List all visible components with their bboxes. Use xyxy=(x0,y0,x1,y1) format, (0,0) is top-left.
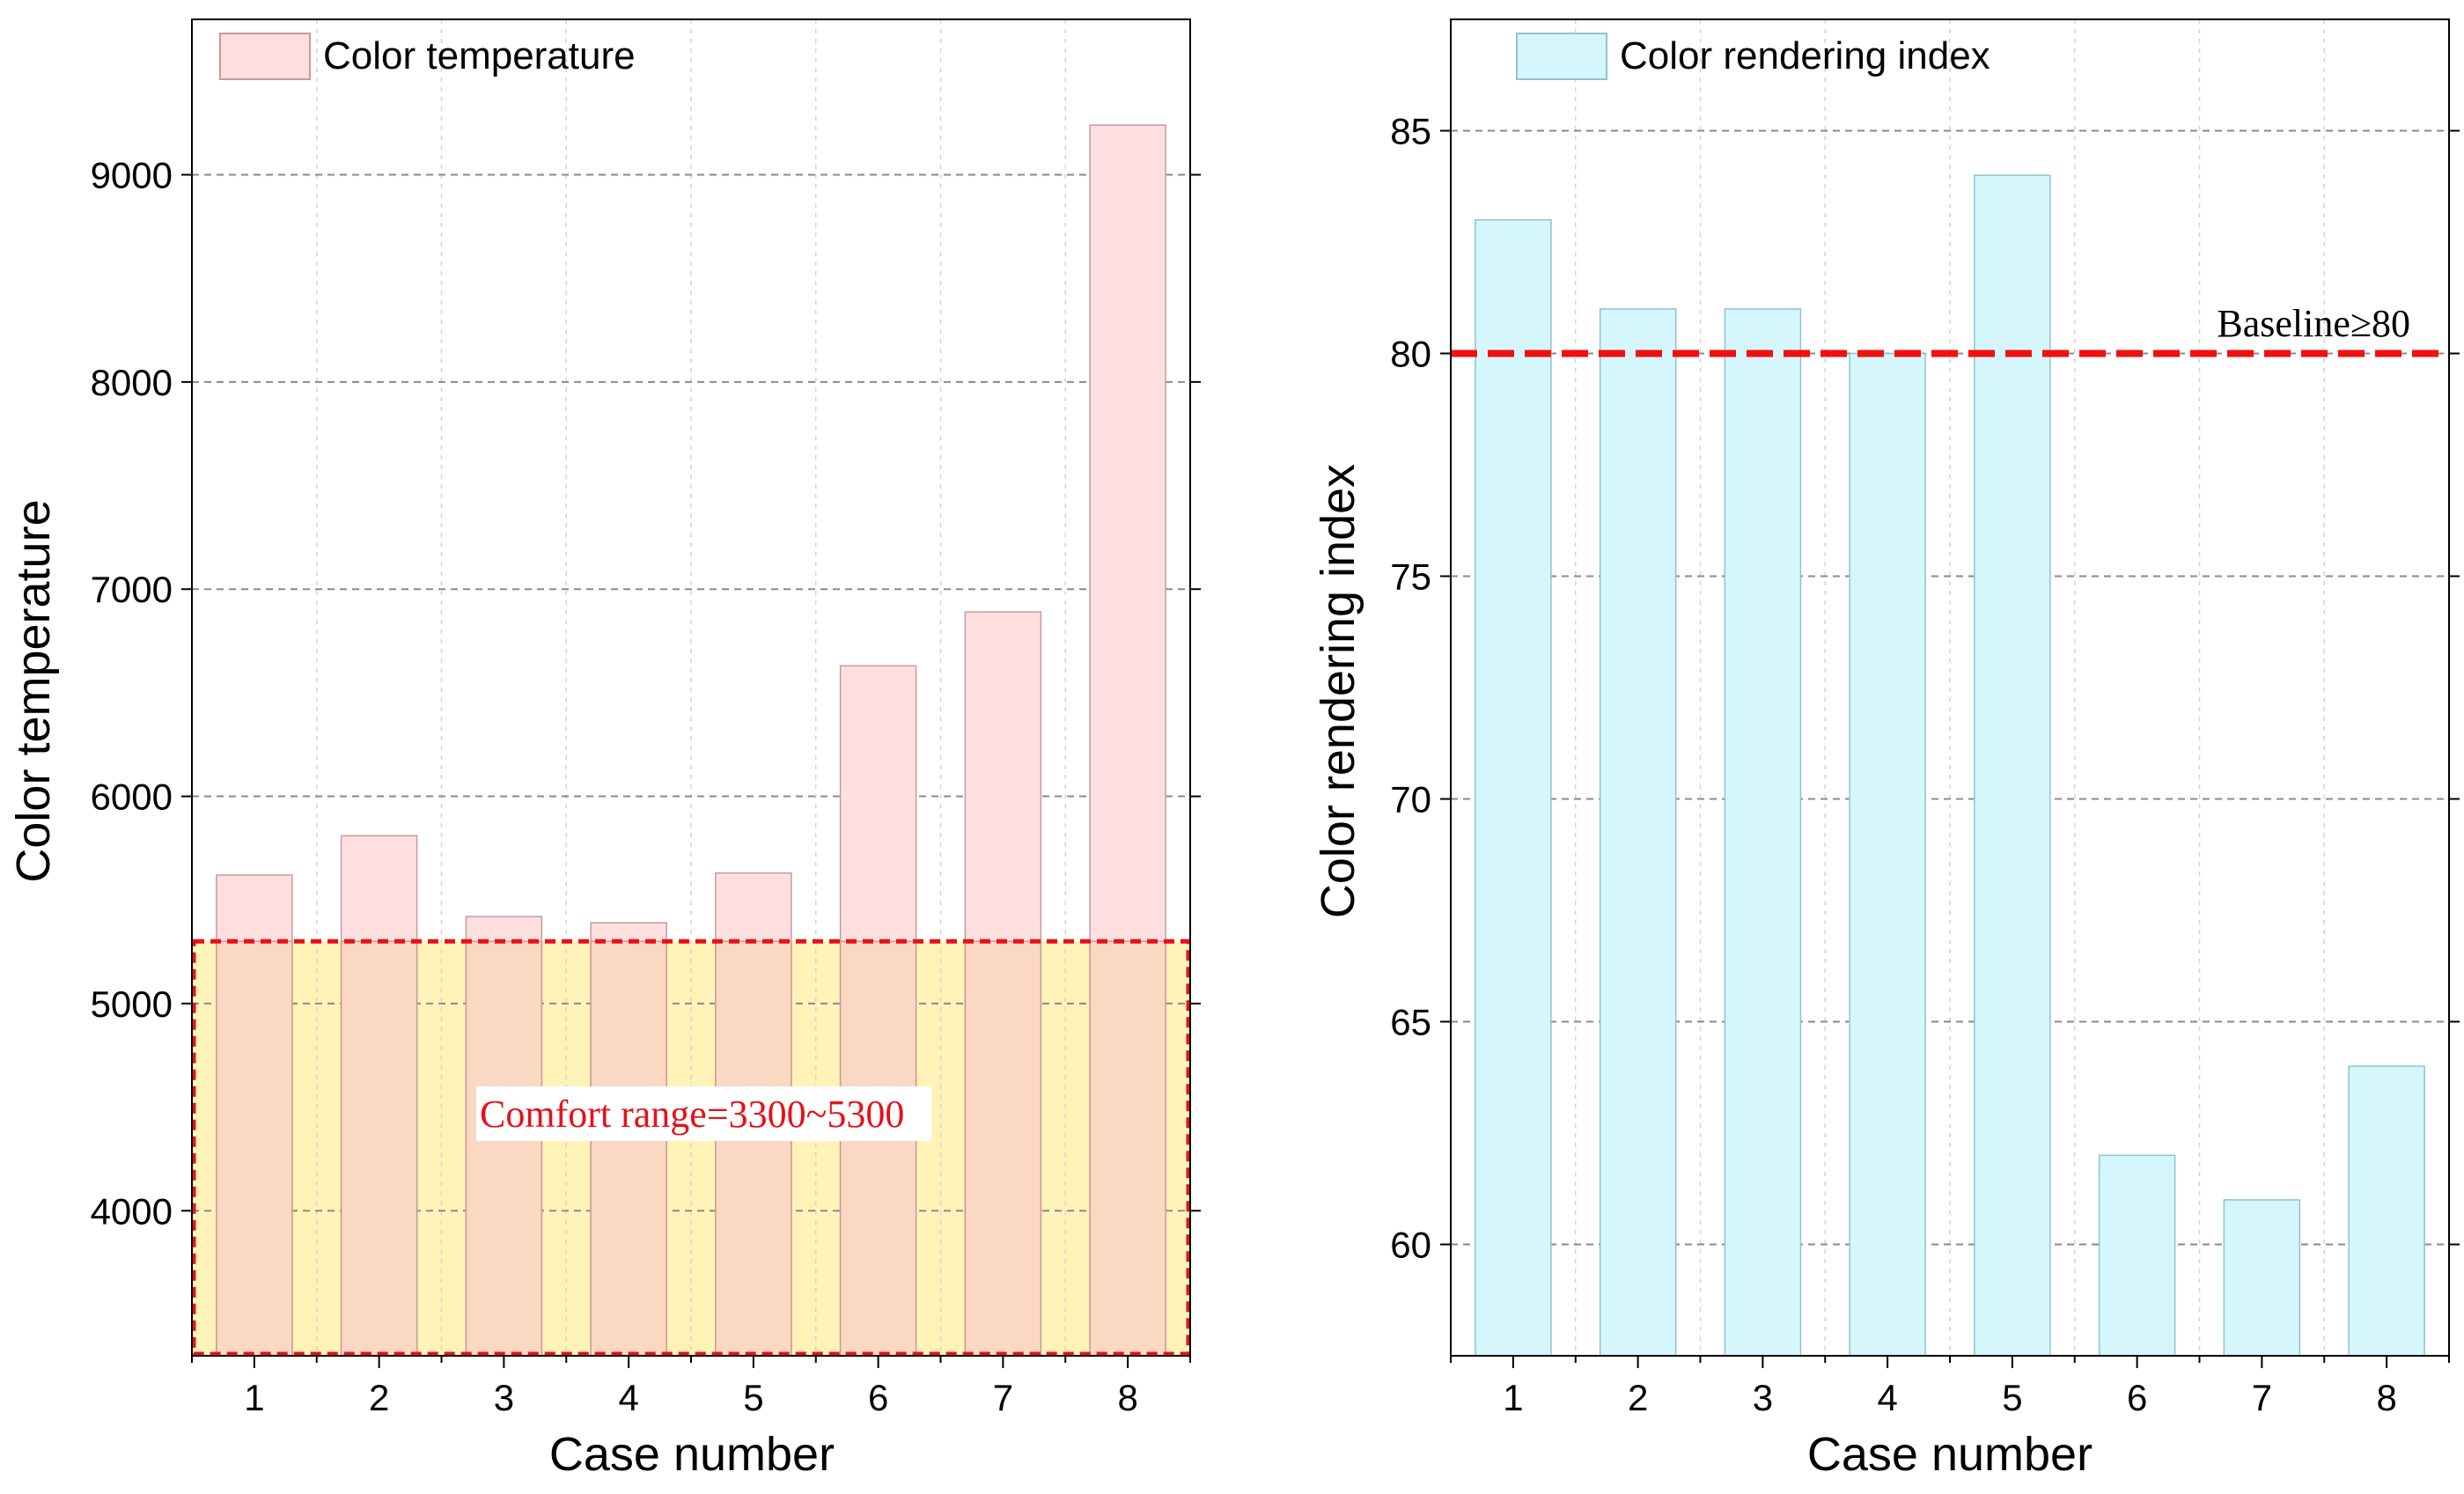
legend-swatch-color-rendering-index xyxy=(1516,33,1607,80)
cri-bar-case-2 xyxy=(1599,308,1677,1357)
x-tick-label: 5 xyxy=(2002,1377,2022,1418)
cri-bar-case-8 xyxy=(2348,1065,2425,1357)
x-tick-label: 6 xyxy=(2127,1377,2147,1418)
x-tick-label: 1 xyxy=(1503,1377,1523,1418)
cri-bar-case-5 xyxy=(1974,174,2051,1357)
baseline-label: Baseline≥80 xyxy=(2217,302,2410,345)
y-tick-label: 5000 xyxy=(91,983,173,1025)
comfort-range-label: Comfort range=3300~5300 xyxy=(480,1093,904,1136)
x-tick-label: 4 xyxy=(618,1377,638,1418)
y-tick-label: 7000 xyxy=(91,569,173,610)
cri-bar-case-3 xyxy=(1724,308,1802,1357)
x-tick-label: 2 xyxy=(1628,1377,1648,1418)
right-y-axis-title: Color rendering index xyxy=(1312,464,1364,918)
right-axis-ticks: 60 65 70 75 80 85 1 2 3 4 5 6 7 8 xyxy=(1390,111,2460,1418)
comfort-overlap-case-7 xyxy=(964,940,1042,1357)
right-x-axis-title: Case number xyxy=(1807,1428,2093,1481)
x-tick-label: 6 xyxy=(868,1377,888,1418)
y-tick-label: 4000 xyxy=(91,1190,173,1232)
legend-swatch-color-temperature xyxy=(219,33,311,80)
comfort-overlap-case-6 xyxy=(839,940,917,1357)
y-tick-label: 60 xyxy=(1390,1225,1431,1266)
y-tick-label: 65 xyxy=(1390,1002,1431,1043)
comfort-overlap xyxy=(216,940,1166,1357)
x-tick-label: 8 xyxy=(2376,1377,2396,1418)
x-tick-label: 4 xyxy=(1877,1377,1897,1418)
comfort-overlap-case-2 xyxy=(340,940,418,1357)
cri-bar-case-1 xyxy=(1475,218,1552,1357)
legend-color-rendering-index: Color rendering index xyxy=(1516,33,1990,80)
x-tick-label: 8 xyxy=(1117,1377,1137,1418)
y-tick-label: 80 xyxy=(1390,334,1431,375)
x-tick-label: 2 xyxy=(369,1377,389,1418)
left-x-axis-title: Case number xyxy=(549,1428,835,1481)
cri-bar-case-7 xyxy=(2223,1199,2301,1357)
comfort-overlap-case-5 xyxy=(715,940,792,1357)
y-tick-label: 8000 xyxy=(91,362,173,403)
y-tick-label: 9000 xyxy=(91,155,173,196)
x-tick-label: 3 xyxy=(494,1377,514,1418)
cri-bar-case-4 xyxy=(1849,352,1926,1357)
color-temperature-chart: 4000 5000 6000 7000 8000 9000 1 2 3 4 5 6 7 8 Color t… xyxy=(7,18,1201,1481)
x-tick-label: 1 xyxy=(244,1377,264,1418)
y-tick-label: 75 xyxy=(1390,556,1431,598)
y-tick-label: 85 xyxy=(1390,111,1431,152)
comfort-overlap-case-4 xyxy=(590,940,667,1357)
x-tick-label: 5 xyxy=(743,1377,763,1418)
comfort-range-annotation: Comfort range=3300~5300 xyxy=(476,1086,931,1141)
color-rendering-index-chart: 60 65 70 75 80 85 1 2 3 4 5 6 7 8 Color rendering ind… xyxy=(1312,18,2460,1481)
legend-label-color-rendering-index: Color rendering index xyxy=(1620,34,1990,77)
legend-color-temperature: Color temperature xyxy=(219,33,636,80)
y-tick-label: 6000 xyxy=(91,776,173,818)
x-tick-label: 7 xyxy=(993,1377,1013,1418)
y-tick-label: 70 xyxy=(1390,779,1431,821)
comfort-overlap-case-3 xyxy=(465,940,543,1357)
x-tick-label: 7 xyxy=(2252,1377,2272,1418)
x-tick-label: 3 xyxy=(1753,1377,1773,1418)
cri-bar-case-6 xyxy=(2098,1154,2176,1357)
left-y-axis-title: Color temperature xyxy=(7,499,60,882)
color-rendering-index-bars xyxy=(1475,174,2425,1357)
legend-label-color-temperature: Color temperature xyxy=(323,34,636,77)
left-axis-ticks: 4000 5000 6000 7000 8000 9000 1 2 3 4 5 6 7 8 xyxy=(91,155,1201,1418)
comfort-range-label-bg xyxy=(476,1086,931,1141)
comfort-overlap-case-8 xyxy=(1089,940,1166,1357)
comfort-overlap-case-1 xyxy=(216,940,293,1357)
